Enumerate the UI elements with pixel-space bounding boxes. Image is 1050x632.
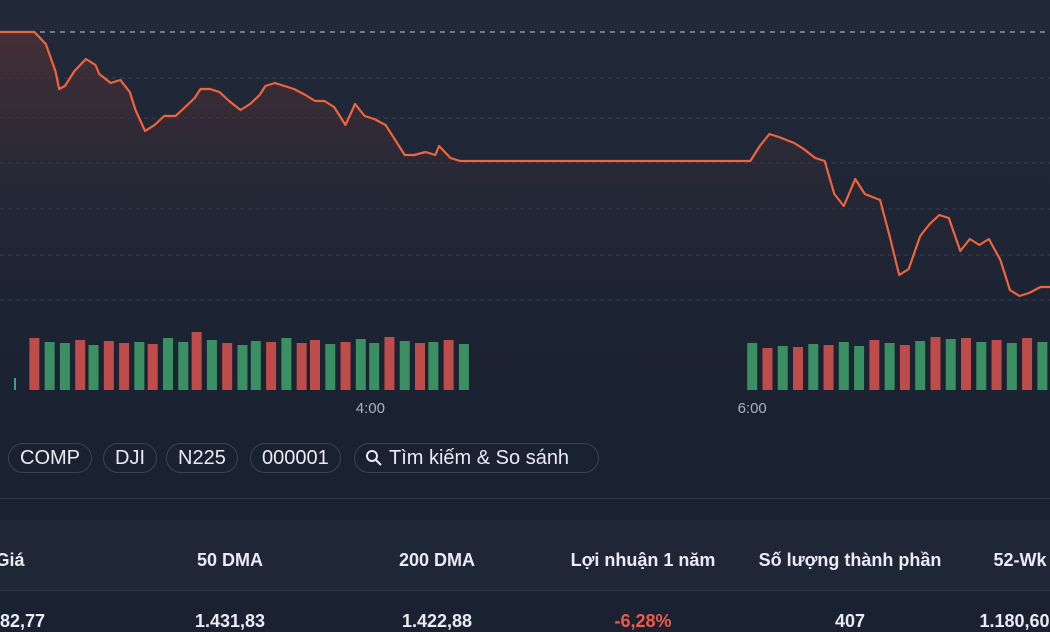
volume-bar <box>777 346 788 390</box>
volume-bar <box>369 343 380 390</box>
volume-bar <box>1037 342 1048 390</box>
volume-bar <box>899 345 910 390</box>
table-header-band <box>0 520 1050 590</box>
volume-bar <box>206 340 217 390</box>
volume-bar <box>808 344 819 390</box>
stat-value: 407 <box>834 611 866 631</box>
volume-bar <box>325 344 336 390</box>
volume-bar <box>355 339 366 390</box>
stat-value: 1.182,77 <box>0 611 46 631</box>
column-header: 50 DMA <box>196 550 264 570</box>
column-header: 200 DMA <box>398 550 476 570</box>
volume-bar <box>747 343 758 390</box>
compare-chip[interactable]: 000001 <box>250 443 341 473</box>
volume-bar <box>1022 338 1033 390</box>
volume-bar <box>340 342 351 390</box>
column-header: Lợi nhuận 1 năm <box>570 550 716 570</box>
volume-bar-stub <box>14 378 16 390</box>
volume-bar <box>915 341 926 390</box>
volume-bar <box>75 340 86 390</box>
price-chart: 4:00 6:00 <box>0 0 1050 430</box>
volume-bar <box>869 340 880 390</box>
column-header: Số lượng thành phần <box>758 550 942 570</box>
price-area <box>0 32 1050 320</box>
volume-bar <box>838 342 849 390</box>
stat-value: 1.431,83 <box>194 611 266 631</box>
volume-bar <box>191 332 202 390</box>
search-label: Tìm kiếm & So sánh <box>389 447 570 469</box>
volume-bar <box>458 344 469 390</box>
volume-bar <box>961 338 971 390</box>
stat-value: -6,28% <box>614 611 672 631</box>
volume-bar <box>59 343 70 390</box>
volume-bar <box>415 343 425 390</box>
volume-bar <box>147 344 158 390</box>
volume-bar <box>930 337 941 390</box>
volume-bar <box>399 341 410 390</box>
stat-value: 1.422,88 <box>401 611 473 631</box>
x-tick-label: 4:00 <box>356 400 385 417</box>
table-divider <box>0 590 1050 591</box>
volume-bar <box>793 347 803 390</box>
stat-value: 1.180,60 - <box>979 611 1050 631</box>
volume-bar <box>991 340 1002 390</box>
search-icon <box>366 450 382 466</box>
volume-bar <box>310 340 320 390</box>
volume-bar <box>823 345 834 390</box>
volume-bar <box>1006 343 1017 390</box>
price-line <box>0 30 1050 298</box>
volume-bar <box>976 342 987 390</box>
volume-bar <box>762 348 773 390</box>
volume-bar <box>88 345 99 390</box>
volume-bar <box>44 342 55 390</box>
volume-bar <box>119 343 130 390</box>
volume-bar <box>428 342 439 390</box>
volume-bar <box>281 338 292 390</box>
column-header: 52-Wk <box>993 550 1047 570</box>
volume-bar <box>134 342 145 390</box>
volume-bar <box>296 343 307 390</box>
volume-bar <box>163 338 173 390</box>
volume-bar <box>854 346 865 390</box>
volume-bar <box>237 345 248 390</box>
compare-chip[interactable]: DJI <box>103 443 157 473</box>
search-chip[interactable]: Tìm kiếm & So sánh <box>354 443 599 473</box>
separator <box>0 498 1050 499</box>
volume-bar <box>384 337 395 390</box>
volume-bar <box>250 341 261 390</box>
column-header: Giá <box>0 550 25 570</box>
compare-chip[interactable]: N225 <box>166 443 238 473</box>
volume-bar <box>29 338 40 390</box>
volume-bar <box>443 340 454 390</box>
volume-bar <box>266 342 277 390</box>
volume-bar <box>103 341 114 390</box>
volume-bar <box>222 343 233 390</box>
volume-bar <box>178 342 189 390</box>
x-tick-label: 6:00 <box>738 400 767 417</box>
compare-chip[interactable]: COMP <box>8 443 92 473</box>
volume-bar <box>945 339 956 390</box>
volume-bar <box>884 343 895 390</box>
